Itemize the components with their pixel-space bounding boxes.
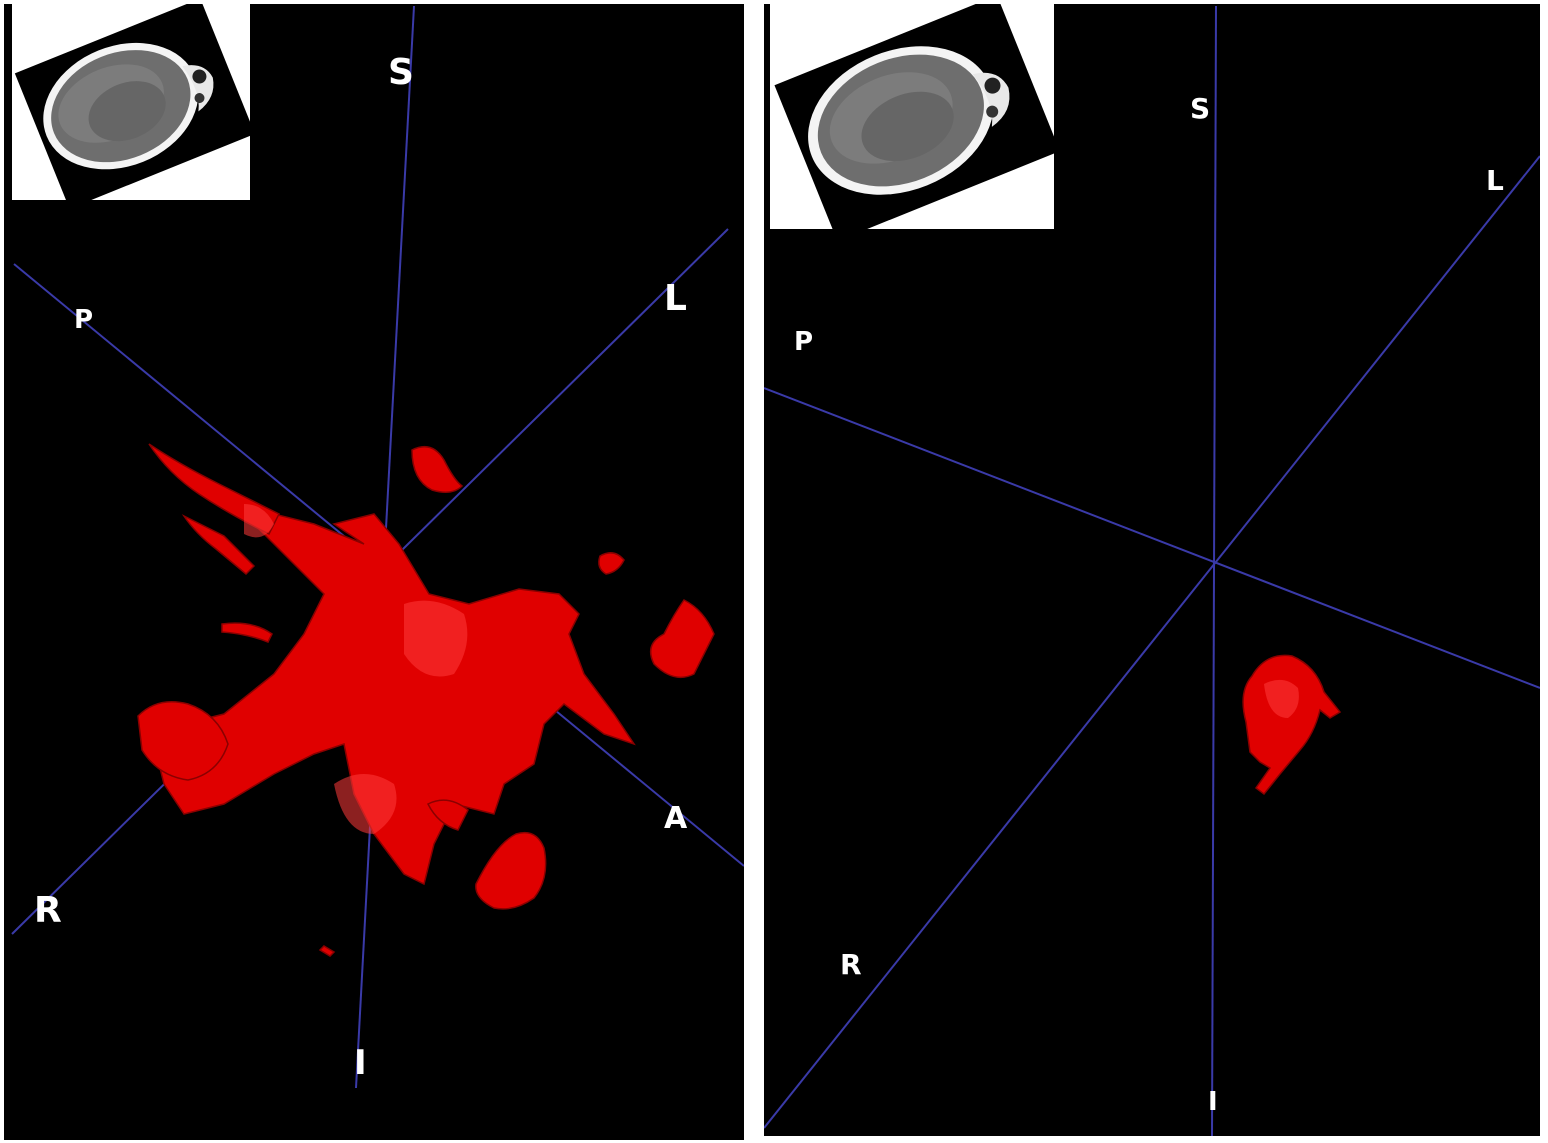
label-left: L (664, 278, 687, 319)
label-anterior: A (664, 801, 688, 836)
segmentation-shading (1264, 679, 1299, 718)
axis-pa-line (764, 387, 1540, 689)
label-superior: S (1190, 92, 1210, 125)
label-right: R (34, 890, 62, 931)
left-slice-thumbnail (12, 4, 250, 200)
right-3d-view[interactable]: S I L R P (764, 4, 1540, 1136)
label-left: L (1486, 164, 1504, 197)
label-inferior: I (354, 1043, 367, 1083)
segmentation-shading (244, 504, 468, 834)
label-right: R (840, 948, 862, 981)
segmentation-surface (1242, 654, 1342, 796)
label-inferior: I (1208, 1087, 1218, 1117)
axis-si-line (1211, 5, 1217, 1136)
segmentation-surface (137, 443, 715, 957)
label-posterior: P (794, 327, 813, 357)
axis-rl-line (764, 155, 1540, 1129)
label-posterior: P (74, 305, 93, 335)
left-3d-view[interactable]: S I L R A P (4, 4, 744, 1140)
label-superior: S (388, 52, 414, 93)
right-slice-thumbnail (770, 4, 1054, 229)
